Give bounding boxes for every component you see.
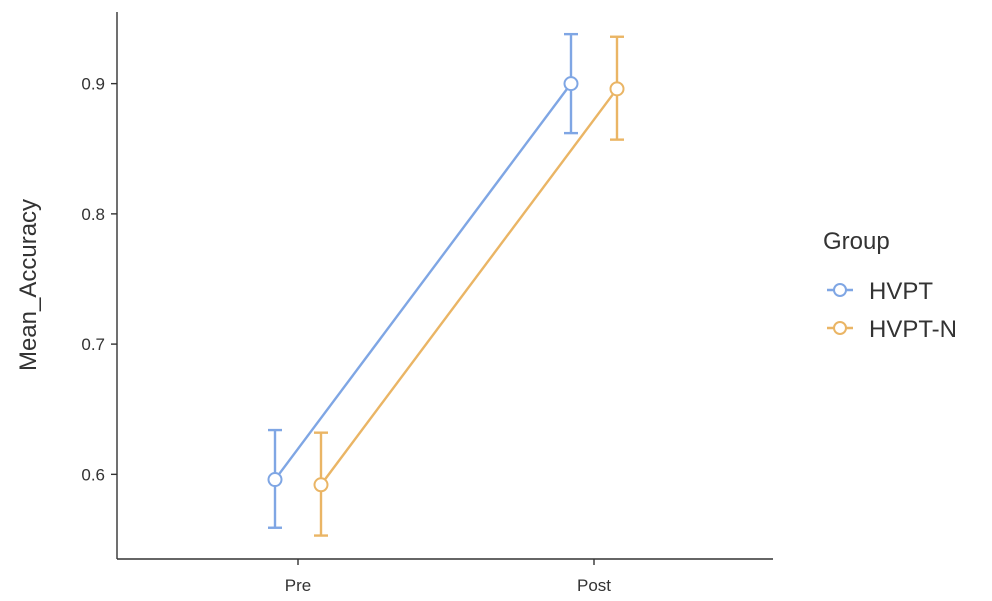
legend-label: HVPT-N: [869, 316, 957, 343]
data-point: [609, 81, 625, 97]
y-axis-ticks: 0.6 0.7 0.8 0.9: [81, 75, 117, 484]
legend-label: HVPT: [869, 278, 933, 305]
legend-key-marker: [833, 283, 847, 297]
legend: Group HVPT HVPT-N: [823, 228, 957, 343]
y-tick-label: 0.8: [81, 205, 105, 224]
series-layer: [267, 32, 625, 537]
plot-area: 0.6 0.7 0.8 0.9 Pre Post: [81, 12, 773, 595]
y-tick-label: 0.6: [81, 465, 105, 484]
legend-title: Group: [823, 228, 890, 255]
y-tick-label: 0.7: [81, 335, 105, 354]
series-line: [320, 88, 618, 486]
x-tick-label: Post: [577, 576, 611, 595]
series-hvpt-n: [313, 35, 625, 537]
legend-key-marker: [833, 321, 847, 335]
data-point: [563, 76, 579, 92]
x-axis-ticks: Pre Post: [285, 559, 611, 595]
data-point: [313, 477, 329, 493]
legend-item-hvpt: HVPT: [827, 278, 933, 305]
data-point: [267, 472, 283, 488]
series-hvpt: [267, 32, 579, 529]
x-tick-label: Pre: [285, 576, 311, 595]
series-line: [274, 82, 572, 481]
y-axis-title: Mean_Accuracy: [15, 199, 42, 371]
y-tick-label: 0.9: [81, 75, 105, 94]
legend-item-hvpt-n: HVPT-N: [827, 316, 957, 343]
legend-items: HVPT HVPT-N: [827, 278, 957, 343]
